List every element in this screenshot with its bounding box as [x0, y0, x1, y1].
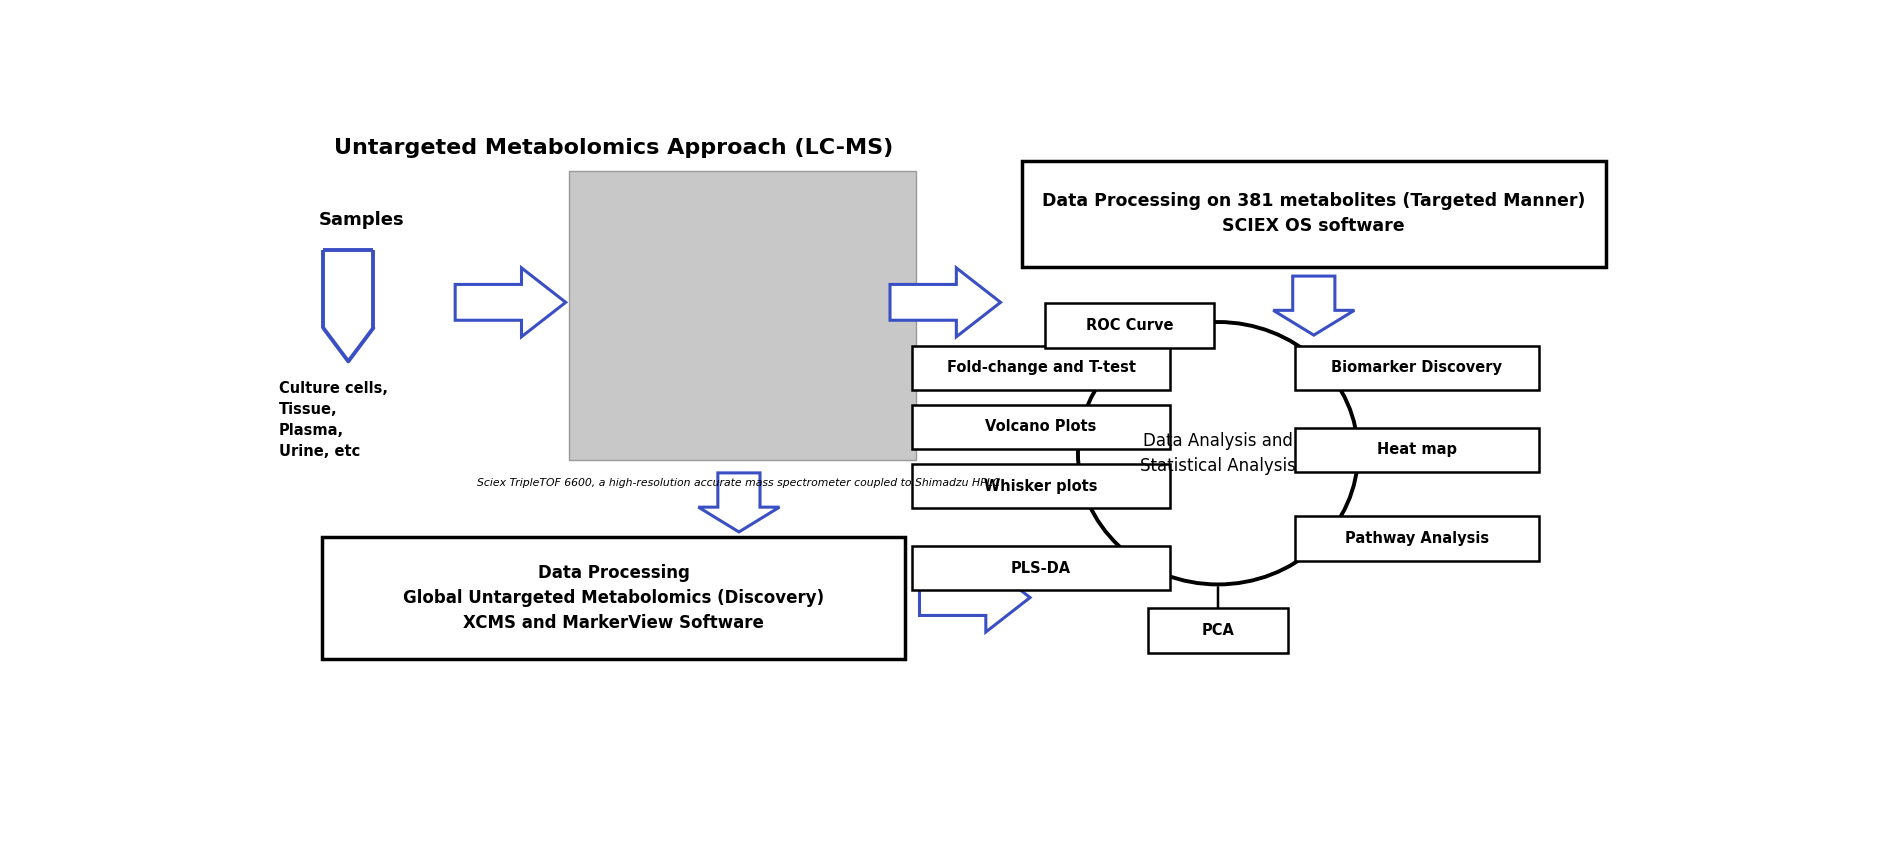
- Text: PCA: PCA: [1202, 623, 1234, 638]
- FancyBboxPatch shape: [1295, 346, 1539, 390]
- Text: Biomarker Discovery: Biomarker Discovery: [1331, 360, 1503, 376]
- Text: Pathway Analysis: Pathway Analysis: [1345, 531, 1489, 546]
- Text: Data Processing on 381 metabolites (Targeted Manner)
SCIEX OS software: Data Processing on 381 metabolites (Targ…: [1042, 193, 1586, 235]
- Text: Data Analysis and
Statistical Analysis: Data Analysis and Statistical Analysis: [1139, 432, 1295, 475]
- FancyBboxPatch shape: [1295, 516, 1539, 561]
- Text: Volcano Plots: Volcano Plots: [985, 419, 1097, 435]
- FancyBboxPatch shape: [913, 463, 1170, 509]
- Text: ROC Curve: ROC Curve: [1086, 318, 1174, 333]
- FancyBboxPatch shape: [1295, 428, 1539, 472]
- Polygon shape: [919, 563, 1031, 632]
- FancyBboxPatch shape: [1149, 608, 1288, 653]
- Text: Fold-change and T-test: Fold-change and T-test: [947, 360, 1135, 376]
- FancyBboxPatch shape: [321, 537, 905, 659]
- Text: Data Processing
Global Untargeted Metabolomics (Discovery)
XCMS and MarkerView S: Data Processing Global Untargeted Metabo…: [403, 563, 824, 631]
- FancyBboxPatch shape: [913, 405, 1170, 449]
- Text: Culture cells,
Tissue,
Plasma,
Urine, etc: Culture cells, Tissue, Plasma, Urine, et…: [280, 381, 388, 459]
- Polygon shape: [890, 268, 1000, 337]
- Text: Heat map: Heat map: [1377, 442, 1457, 458]
- Text: Sciex TripleTOF 6600, a high-resolution accurate mass spectrometer coupled to Sh: Sciex TripleTOF 6600, a high-resolution …: [477, 478, 1000, 487]
- FancyBboxPatch shape: [1021, 161, 1605, 267]
- Text: PLS-DA: PLS-DA: [1012, 561, 1071, 576]
- Text: Samples: Samples: [320, 211, 405, 229]
- FancyBboxPatch shape: [1044, 303, 1213, 348]
- Text: Whisker plots: Whisker plots: [985, 479, 1097, 493]
- FancyBboxPatch shape: [913, 546, 1170, 590]
- Polygon shape: [455, 268, 565, 337]
- FancyBboxPatch shape: [913, 346, 1170, 390]
- FancyBboxPatch shape: [569, 171, 915, 460]
- Polygon shape: [698, 473, 780, 532]
- Ellipse shape: [1078, 322, 1358, 584]
- Polygon shape: [1272, 276, 1354, 335]
- Text: Untargeted Metabolomics Approach (LC-MS): Untargeted Metabolomics Approach (LC-MS): [335, 138, 894, 158]
